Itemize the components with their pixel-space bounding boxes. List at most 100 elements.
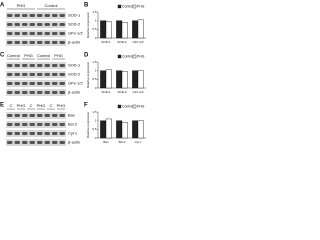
band bbox=[7, 23, 13, 26]
panel-label: B bbox=[84, 3, 89, 9]
band bbox=[59, 64, 65, 67]
panel-label: C bbox=[0, 53, 5, 59]
y-axis-label: Relative expression bbox=[86, 12, 90, 39]
band bbox=[22, 91, 28, 94]
lane-group-label: C bbox=[10, 103, 13, 108]
band bbox=[52, 73, 58, 76]
y-tick-label: 1.5 bbox=[92, 110, 97, 114]
x-tick-label: Bax bbox=[103, 140, 109, 144]
row-label: Bax bbox=[68, 113, 75, 118]
band bbox=[14, 132, 20, 135]
band bbox=[22, 141, 28, 144]
bar bbox=[100, 20, 107, 39]
band bbox=[37, 141, 43, 144]
page: A PHG Control SOD-1 SOD-2 GPx-1/2 β-actin C Cont… bbox=[0, 2, 146, 146]
lane-group-label: PHG bbox=[17, 3, 26, 8]
band bbox=[29, 32, 35, 35]
band bbox=[44, 23, 50, 26]
band bbox=[14, 41, 20, 44]
band bbox=[37, 41, 43, 44]
lane-group-label: C bbox=[50, 103, 53, 108]
band bbox=[29, 141, 35, 144]
blot-strip bbox=[6, 39, 66, 46]
blot-strip bbox=[6, 130, 66, 137]
legend-label: PHG bbox=[137, 4, 145, 8]
lane-group-label: PHG bbox=[57, 103, 66, 108]
bar bbox=[105, 69, 112, 89]
band bbox=[14, 141, 20, 144]
bar bbox=[132, 120, 139, 139]
band bbox=[22, 14, 28, 17]
band bbox=[7, 91, 13, 94]
blot-strip bbox=[6, 89, 66, 96]
bar bbox=[105, 21, 112, 39]
band bbox=[52, 123, 58, 126]
band bbox=[59, 114, 65, 117]
band bbox=[59, 73, 65, 76]
panel-label: D bbox=[84, 53, 89, 59]
lane-group-label: C bbox=[30, 103, 33, 108]
band bbox=[29, 73, 35, 76]
y-tick-label: 0 bbox=[95, 36, 97, 40]
band bbox=[44, 123, 50, 126]
band bbox=[22, 64, 28, 67]
band bbox=[7, 141, 13, 144]
y-tick-label: 1 bbox=[95, 18, 97, 22]
blot-strip bbox=[6, 121, 66, 128]
band bbox=[44, 132, 50, 135]
y-tick-label: 0 bbox=[95, 86, 97, 90]
band bbox=[59, 23, 65, 26]
band bbox=[59, 141, 65, 144]
band bbox=[52, 41, 58, 44]
bar bbox=[100, 120, 107, 139]
lane-group-label: Control bbox=[45, 3, 58, 8]
band bbox=[7, 132, 13, 135]
row-label: β-actin bbox=[68, 90, 80, 95]
lane-group-label: Control bbox=[7, 53, 20, 58]
band bbox=[29, 23, 35, 26]
band bbox=[37, 32, 43, 35]
row-label: SOD-2 bbox=[68, 72, 81, 77]
band bbox=[14, 14, 20, 17]
band bbox=[14, 64, 20, 67]
band bbox=[14, 114, 20, 117]
y-tick-label: 0.5 bbox=[92, 27, 97, 31]
x-tick-label: SOD-2 bbox=[117, 90, 127, 94]
blot-strip bbox=[6, 21, 66, 28]
blot-strip bbox=[6, 112, 66, 119]
band bbox=[14, 73, 20, 76]
band bbox=[44, 14, 50, 17]
x-tick-label: GPx-1/2 bbox=[132, 40, 143, 44]
band bbox=[44, 73, 50, 76]
legend-label: Control bbox=[122, 4, 133, 8]
band bbox=[22, 132, 28, 135]
row-label: β-actin bbox=[68, 40, 80, 45]
band bbox=[14, 23, 20, 26]
y-tick-label: 0 bbox=[95, 136, 97, 140]
panel-label: A bbox=[0, 3, 5, 9]
band bbox=[7, 41, 13, 44]
row-label: SOD-1 bbox=[68, 63, 81, 68]
legend-swatch bbox=[132, 4, 137, 9]
band bbox=[52, 114, 58, 117]
bar bbox=[105, 118, 112, 139]
band bbox=[29, 114, 35, 117]
band bbox=[29, 123, 35, 126]
band bbox=[22, 41, 28, 44]
bar bbox=[100, 70, 107, 89]
bar bbox=[132, 70, 139, 89]
legend-label: Control bbox=[122, 54, 133, 58]
band bbox=[44, 41, 50, 44]
blot-strip bbox=[6, 12, 66, 19]
band bbox=[44, 91, 50, 94]
row-label: SOD-2 bbox=[68, 22, 81, 27]
legend-label: PHG bbox=[137, 104, 145, 108]
band bbox=[7, 82, 13, 85]
band bbox=[52, 14, 58, 17]
band bbox=[37, 91, 43, 94]
y-tick-label: 0.5 bbox=[92, 77, 97, 81]
band bbox=[22, 82, 28, 85]
band bbox=[52, 32, 58, 35]
band bbox=[37, 23, 43, 26]
bar bbox=[116, 20, 123, 39]
